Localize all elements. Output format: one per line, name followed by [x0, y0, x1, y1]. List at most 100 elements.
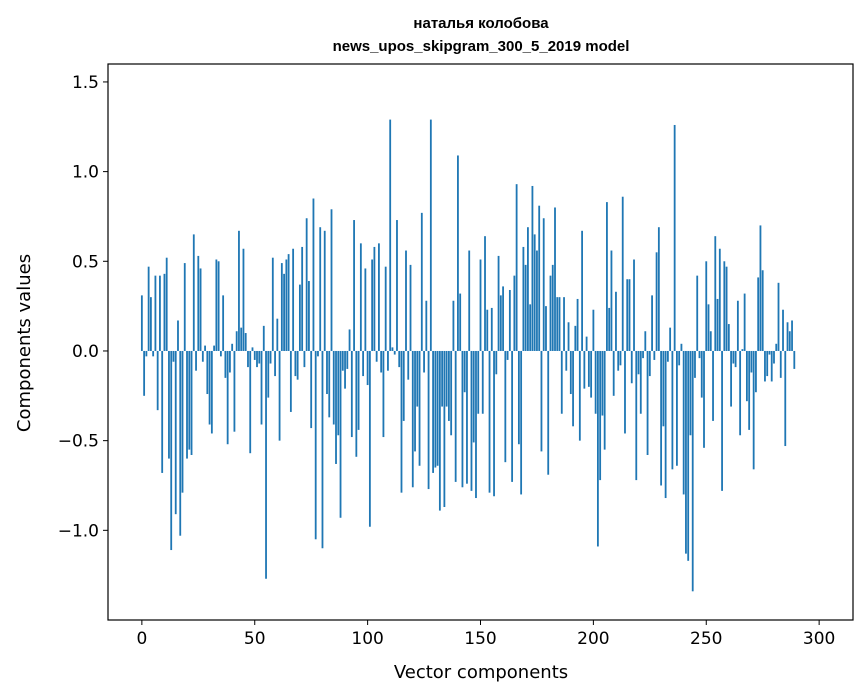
bar-87 [337, 350, 340, 436]
bar-239 [680, 343, 683, 351]
bar-102 [371, 259, 374, 351]
bar-99 [364, 268, 367, 351]
bar-173 [531, 185, 534, 351]
bar-176 [538, 205, 541, 351]
bar-166 [515, 184, 518, 351]
y-tick-label: 0.5 [72, 252, 99, 272]
bar-82 [326, 350, 328, 395]
bar-145 [468, 250, 471, 351]
bar-122 [416, 350, 419, 407]
bar-138 [452, 300, 455, 351]
bar-89 [341, 350, 344, 371]
bar-228 [655, 252, 658, 351]
bar-256 [718, 248, 721, 351]
y-tick-label: 0.0 [72, 342, 99, 362]
bar-140 [457, 155, 459, 351]
bar-160 [502, 286, 504, 351]
bar-144 [466, 350, 468, 484]
bar-258 [723, 261, 726, 351]
bar-234 [669, 327, 672, 351]
bar-163 [508, 289, 511, 351]
bar-124 [420, 212, 423, 351]
bar-222 [642, 350, 644, 359]
bar-30 [208, 350, 211, 425]
bar-191 [572, 350, 574, 427]
bar-156 [493, 350, 495, 497]
bar-92 [348, 329, 351, 351]
bar-242 [687, 350, 690, 561]
bar-252 [709, 331, 712, 351]
bar-109 [387, 350, 389, 371]
bar-108 [384, 266, 387, 351]
bar-235 [671, 350, 674, 470]
bar-232 [664, 350, 667, 499]
bar-230 [660, 350, 663, 486]
bar-177 [540, 350, 543, 452]
bar-147 [472, 350, 475, 443]
bar-180 [547, 350, 550, 475]
bar-113 [396, 220, 398, 351]
bar-127 [427, 350, 430, 490]
bar-29 [206, 350, 209, 395]
bar-174 [533, 234, 536, 351]
bar-165 [513, 275, 516, 351]
bar-104 [375, 350, 378, 362]
bar-206 [606, 202, 608, 351]
bar-118 [407, 350, 410, 380]
bar-20 [186, 350, 188, 459]
bar-128 [429, 119, 432, 351]
bar-249 [703, 350, 705, 448]
bar-22 [190, 350, 193, 455]
bar-97 [359, 243, 362, 351]
bar-133 [441, 350, 444, 407]
bar-157 [495, 350, 498, 375]
bar-12 [168, 350, 170, 459]
bar-231 [662, 350, 665, 427]
bar-143 [463, 350, 466, 393]
bar-69 [296, 350, 299, 380]
bar-269 [748, 350, 751, 430]
bar-7 [156, 350, 159, 411]
bar-200 [592, 309, 595, 351]
bar-221 [639, 350, 642, 414]
bar-35 [219, 350, 222, 357]
bars-group [140, 119, 796, 592]
bar-151 [481, 350, 484, 414]
bar-61 [278, 350, 281, 441]
bar-10 [163, 273, 166, 351]
bar-50 [253, 350, 256, 360]
bar-207 [608, 307, 611, 351]
bar-77 [314, 350, 317, 540]
bar-195 [581, 230, 583, 351]
bar-227 [653, 350, 656, 360]
bar-62 [280, 263, 283, 351]
bar-245 [694, 350, 696, 378]
bar-83 [328, 350, 331, 418]
bar-196 [583, 350, 586, 389]
bar-116 [402, 350, 405, 421]
bar-288 [791, 320, 793, 351]
bar-289 [793, 350, 796, 369]
bar-263 [734, 350, 737, 368]
bar-217 [630, 350, 633, 384]
bar-100 [366, 350, 369, 386]
bar-148 [475, 350, 477, 499]
bar-75 [310, 350, 313, 429]
bar-117 [405, 250, 407, 351]
bar-257 [721, 350, 723, 491]
bar-42 [235, 331, 238, 351]
bar-79 [319, 227, 322, 351]
bar-52 [258, 350, 261, 364]
bar-120 [411, 350, 414, 488]
bar-194 [578, 350, 581, 441]
bar-31 [210, 350, 213, 434]
bar-17 [179, 350, 182, 536]
bar-197 [585, 336, 588, 351]
bar-283 [779, 350, 782, 378]
bar-225 [648, 350, 651, 377]
bar-56 [267, 350, 270, 398]
bar-186 [560, 350, 563, 414]
bar-78 [317, 350, 319, 357]
bar-250 [705, 261, 708, 351]
bar-139 [454, 350, 457, 482]
